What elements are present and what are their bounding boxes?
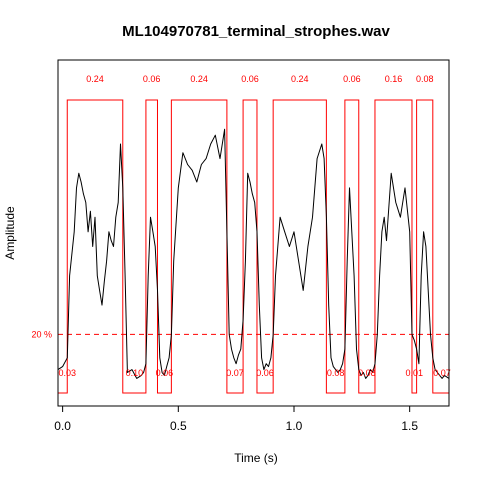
threshold-label: 20 % — [31, 329, 52, 339]
x-tick-label: 1.0 — [286, 419, 303, 433]
segment-duration-label: 0.16 — [385, 74, 403, 84]
segment-duration-label: 0.06 — [143, 74, 161, 84]
segment-duration-label: 0.24 — [291, 74, 309, 84]
plot-area: 20 % 0.24 0.06 0.24 0.06 0.24 0.06 0.16 0.08 0.0… — [31, 59, 451, 407]
segments-outline — [58, 99, 449, 394]
gap-duration-label: 0.08 — [327, 368, 345, 378]
amplitude-envelope — [57, 128, 450, 379]
gap-duration-label: 0.07 — [433, 368, 451, 378]
segment-duration-label: 0.24 — [190, 74, 208, 84]
gap-duration-label: 0.08 — [358, 368, 376, 378]
x-tick-label: 0.0 — [54, 419, 71, 433]
gap-duration-label: 0.10 — [126, 368, 144, 378]
chart-title: ML104970781_terminal_strophes.wav — [122, 23, 390, 40]
x-tick-label: 1.5 — [401, 419, 418, 433]
gap-duration-label: 0.06 — [156, 368, 174, 378]
threshold-layer: 20 % — [31, 329, 449, 339]
annotations-layer: 0.24 0.06 0.24 0.06 0.24 0.06 0.16 0.08 0.03 0.10… — [58, 74, 450, 378]
gap-duration-label: 0.03 — [58, 368, 76, 378]
y-axis-label: Amplitude — [3, 206, 17, 260]
gap-duration-label: 0.07 — [226, 368, 244, 378]
envelope-layer — [57, 128, 450, 379]
gap-duration-label: 0.06 — [256, 368, 274, 378]
x-axis: 0.0 0.5 1.0 1.5 — [54, 405, 418, 433]
segment-duration-label: 0.06 — [241, 74, 259, 84]
segment-duration-label: 0.06 — [343, 74, 361, 84]
segments-layer — [58, 99, 449, 394]
x-tick-label: 0.5 — [170, 419, 187, 433]
gap-duration-label: 0.01 — [406, 368, 424, 378]
plot-frame — [57, 59, 450, 407]
x-axis-label: Time (s) — [234, 451, 278, 465]
segment-duration-label: 0.24 — [86, 74, 104, 84]
segment-duration-label: 0.08 — [416, 74, 434, 84]
